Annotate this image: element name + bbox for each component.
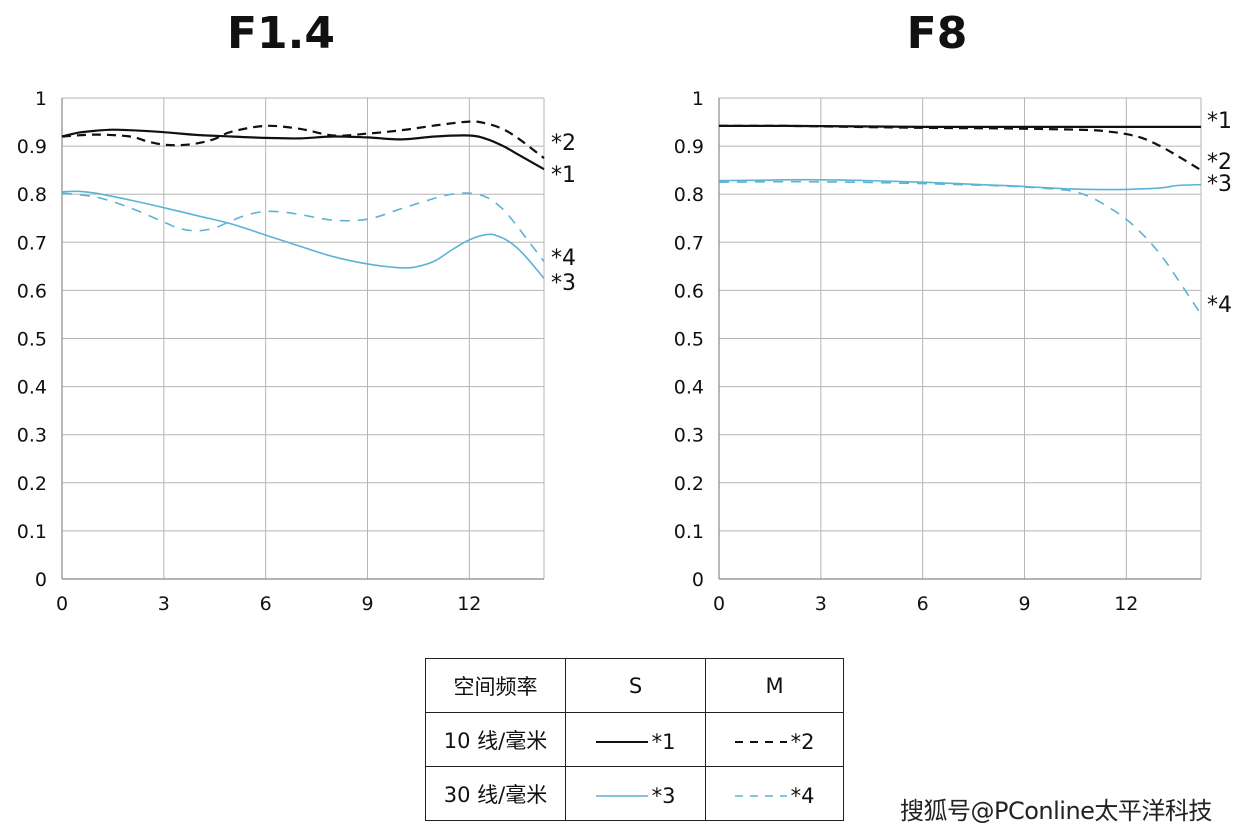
legend-table: 空间频率 S M 10 线/毫米 *1 *2 30 线/毫米 *3 [425, 658, 844, 821]
x-tick-label: 12 [457, 593, 481, 615]
y-tick-label: 0.2 [674, 473, 704, 495]
y-tick-label: 0.3 [674, 425, 704, 447]
series-end-label: *3 [1207, 172, 1232, 197]
x-tick-label: 0 [713, 593, 725, 615]
legend-row-30lpmm: 30 线/毫米 *3 *4 [425, 766, 844, 821]
legend-header-m: M [705, 658, 844, 713]
legend-header-s: S [565, 658, 706, 713]
legend-m-30: *4 [705, 766, 844, 821]
legend-s-10: *1 [565, 712, 706, 767]
series-end-label: *4 [551, 246, 576, 271]
y-tick-label: 0.9 [674, 136, 704, 158]
series-line-4 [718, 180, 1202, 315]
legend-row-10lpmm: 10 线/毫米 *1 *2 [425, 712, 844, 767]
legend-swatch-2 [734, 740, 787, 743]
legend-swatch-4 [734, 794, 787, 797]
series-end-label: *1 [1207, 109, 1232, 134]
legend-swatch-3 [595, 794, 648, 797]
y-tick-label: 0.2 [17, 473, 47, 495]
legend-m-10: *2 [705, 712, 844, 767]
legend-s-30: *3 [565, 766, 706, 821]
legend-swatch-1 [595, 740, 648, 743]
y-tick-label: 0 [692, 569, 704, 591]
chart-title-f14: F1.4 [226, 8, 335, 59]
x-tick-label: 6 [260, 593, 272, 615]
x-tick-label: 9 [1018, 593, 1030, 615]
y-tick-label: 0.6 [674, 280, 704, 302]
chart-title-f8: F8 [906, 8, 968, 59]
series-line-1 [718, 124, 1201, 129]
watermark: 搜狐号@PConline太平洋科技 [900, 797, 1212, 825]
legend-series-label: *1 [651, 729, 676, 754]
series-line-2 [718, 124, 1202, 172]
mtf-charts: 0 0.1 0.2 0.3 0.4 0.5 0.6 0.7 0.8 0.9 1 0 3 6 9 12 *2 *1 *… [17, 88, 1232, 615]
legend-header-frequency: 空间频率 [425, 658, 566, 713]
series-end-label: *2 [1207, 150, 1232, 175]
legend-series-label: *4 [790, 783, 815, 808]
y-tick-label: 1 [35, 88, 47, 110]
x-tick-label: 0 [56, 593, 68, 615]
y-tick-label: 0.8 [17, 184, 47, 206]
legend-header-row: 空间频率 S M [425, 658, 844, 713]
x-tick-label: 3 [158, 593, 170, 615]
x-tick-label: 6 [917, 593, 929, 615]
series-line-1 [61, 128, 545, 171]
x-tick-label: 9 [361, 593, 373, 615]
x-tick-label: 12 [1114, 593, 1138, 615]
series-line-4 [61, 192, 545, 262]
y-tick-label: 0.4 [674, 377, 704, 399]
legend-series-label: *2 [790, 729, 815, 754]
y-tick-label: 0.6 [17, 280, 47, 302]
series-line-3 [61, 190, 545, 279]
y-tick-label: 0.4 [17, 377, 47, 399]
y-tick-label: 0.9 [17, 136, 47, 158]
y-tick-label: 0.5 [674, 329, 704, 351]
y-tick-label: 0.3 [17, 425, 47, 447]
y-tick-label: 0.7 [674, 232, 704, 254]
y-tick-label: 0.1 [17, 521, 47, 543]
legend-row-label: 10 线/毫米 [425, 712, 566, 767]
y-tick-label: 0.7 [17, 232, 47, 254]
x-tick-label: 3 [815, 593, 827, 615]
series-end-label: *2 [551, 131, 576, 156]
y-tick-label: 1 [692, 88, 704, 110]
legend-series-label: *3 [651, 783, 676, 808]
series-end-label: *4 [1207, 293, 1232, 318]
y-tick-label: 0.1 [674, 521, 704, 543]
legend-row-label: 30 线/毫米 [425, 766, 566, 821]
series-line-2 [61, 120, 545, 159]
series-end-label: *3 [551, 271, 576, 296]
series-end-label: *1 [551, 163, 576, 188]
y-tick-label: 0.8 [674, 184, 704, 206]
y-tick-label: 0.5 [17, 329, 47, 351]
y-tick-label: 0 [35, 569, 47, 591]
